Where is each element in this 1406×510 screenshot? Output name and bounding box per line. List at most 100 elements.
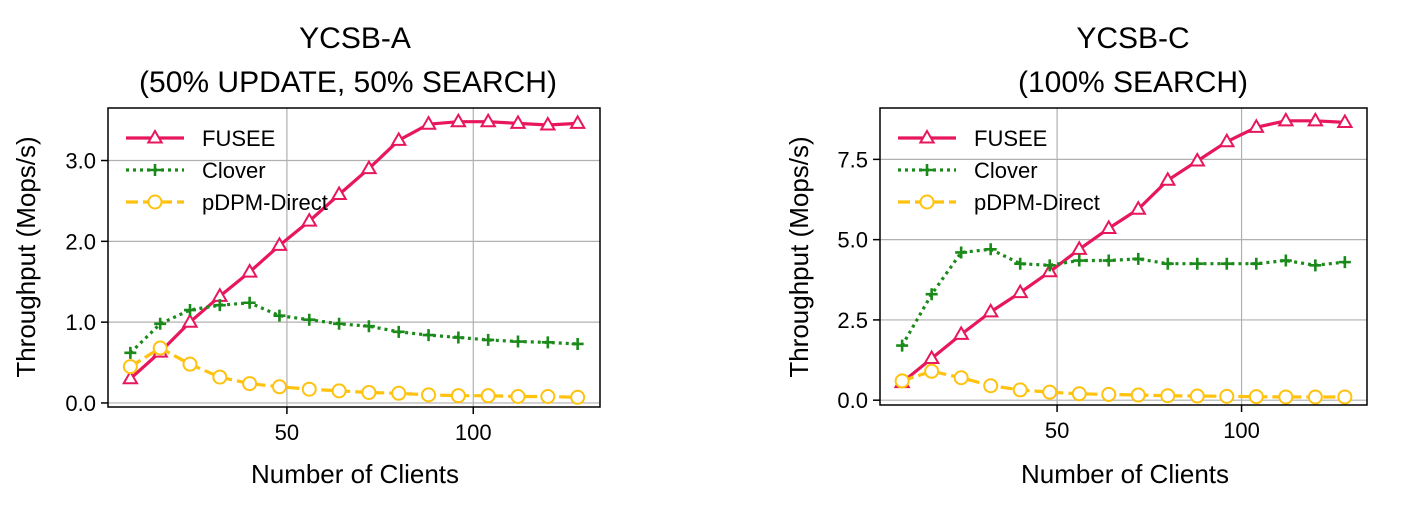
series-pdpm-direct xyxy=(122,340,586,405)
data-point xyxy=(271,379,287,395)
legend-item: pDPM-Direct xyxy=(898,190,1100,215)
data-point xyxy=(1338,256,1351,269)
legend: FUSEE Clover pDPM-Direct xyxy=(126,126,328,215)
data-point xyxy=(361,384,377,400)
data-point xyxy=(1129,200,1147,215)
data-point xyxy=(923,349,941,364)
data-point xyxy=(420,115,437,130)
y-tick-label: 1.0 xyxy=(65,310,96,335)
y-tick-label: 2.5 xyxy=(837,308,868,333)
data-point xyxy=(1309,259,1322,272)
data-point xyxy=(984,243,997,256)
legend: FUSEE Clover pDPM-Direct xyxy=(898,126,1100,215)
data-point xyxy=(362,320,375,333)
legend-marker xyxy=(146,128,164,144)
data-point xyxy=(1073,254,1086,267)
data-point xyxy=(154,317,167,330)
data-point xyxy=(452,331,465,344)
data-point xyxy=(1014,257,1027,270)
data-point xyxy=(1247,118,1265,133)
data-point xyxy=(1101,386,1117,402)
data-point xyxy=(241,263,259,278)
data-point xyxy=(1306,111,1324,127)
data-point xyxy=(1248,389,1264,405)
x-axis-label: Number of Clients xyxy=(251,459,459,489)
data-point xyxy=(1011,283,1029,299)
y-tick-label: 0.0 xyxy=(65,391,96,416)
data-point xyxy=(1132,252,1145,265)
data-point xyxy=(450,388,466,404)
series-pdpm-direct xyxy=(894,363,1353,405)
data-point xyxy=(1279,254,1292,267)
y-tick-label: 3.0 xyxy=(65,149,96,174)
legend-item: Clover xyxy=(126,158,266,183)
data-point xyxy=(271,236,288,251)
legend-marker xyxy=(921,164,933,176)
series-clover xyxy=(896,243,1351,352)
data-point xyxy=(122,359,138,375)
series-fusee xyxy=(893,111,1354,389)
data-point xyxy=(1307,389,1323,405)
data-point xyxy=(1160,388,1176,404)
data-point xyxy=(182,356,198,372)
data-point xyxy=(1220,257,1233,270)
data-point xyxy=(212,369,228,385)
data-point xyxy=(1277,111,1295,127)
legend-label: Clover xyxy=(974,158,1038,183)
data-point xyxy=(1100,219,1118,234)
data-point xyxy=(955,246,968,259)
data-point xyxy=(1336,113,1354,128)
y-tick-label: 2.0 xyxy=(65,229,96,254)
data-point xyxy=(303,313,316,326)
data-point xyxy=(1219,388,1235,404)
data-point xyxy=(1042,384,1058,400)
plot-frame xyxy=(107,107,601,408)
series-line xyxy=(129,301,578,355)
data-point xyxy=(925,288,938,301)
chart-title: YCSB-C xyxy=(1076,22,1189,55)
series-line xyxy=(900,247,1346,347)
data-point xyxy=(1130,387,1146,403)
x-tick-label: 50 xyxy=(275,420,299,445)
data-point xyxy=(571,337,584,350)
legend-marker xyxy=(918,128,936,144)
data-point xyxy=(953,370,969,386)
series-line xyxy=(901,369,1345,399)
data-point xyxy=(983,378,999,394)
data-point xyxy=(421,387,437,403)
data-point xyxy=(1070,240,1088,255)
series-line xyxy=(129,346,578,399)
data-point xyxy=(1043,259,1056,272)
data-point xyxy=(392,325,405,338)
data-point xyxy=(184,304,196,317)
x-axis-label: Number of Clients xyxy=(1021,459,1229,489)
data-point xyxy=(213,299,226,312)
x-tick-label: 100 xyxy=(1223,418,1260,443)
data-point xyxy=(1278,389,1294,405)
data-point xyxy=(896,339,909,352)
data-point xyxy=(482,333,495,346)
data-point xyxy=(982,302,1000,318)
chart-subtitle: (50% UPDATE, 50% SEARCH) xyxy=(139,66,557,99)
legend-label: pDPM-Direct xyxy=(202,190,328,215)
data-point xyxy=(449,112,467,128)
data-point xyxy=(570,389,586,405)
legend-item: pDPM-Direct xyxy=(126,190,328,215)
chart-title: YCSB-A xyxy=(299,22,411,55)
data-point xyxy=(390,131,408,146)
data-point xyxy=(243,296,256,309)
legend-marker xyxy=(149,164,161,176)
legend-marker xyxy=(919,194,935,210)
legend-item: Clover xyxy=(898,158,1038,183)
data-point xyxy=(242,376,258,392)
data-point xyxy=(1189,388,1205,404)
data-point xyxy=(1012,382,1028,398)
data-point xyxy=(331,383,347,399)
series-line xyxy=(129,120,578,380)
y-tick-label: 5.0 xyxy=(837,228,868,253)
data-point xyxy=(301,381,317,397)
data-point xyxy=(512,335,524,348)
legend-marker xyxy=(147,194,163,210)
legend-label: pDPM-Direct xyxy=(974,190,1100,215)
